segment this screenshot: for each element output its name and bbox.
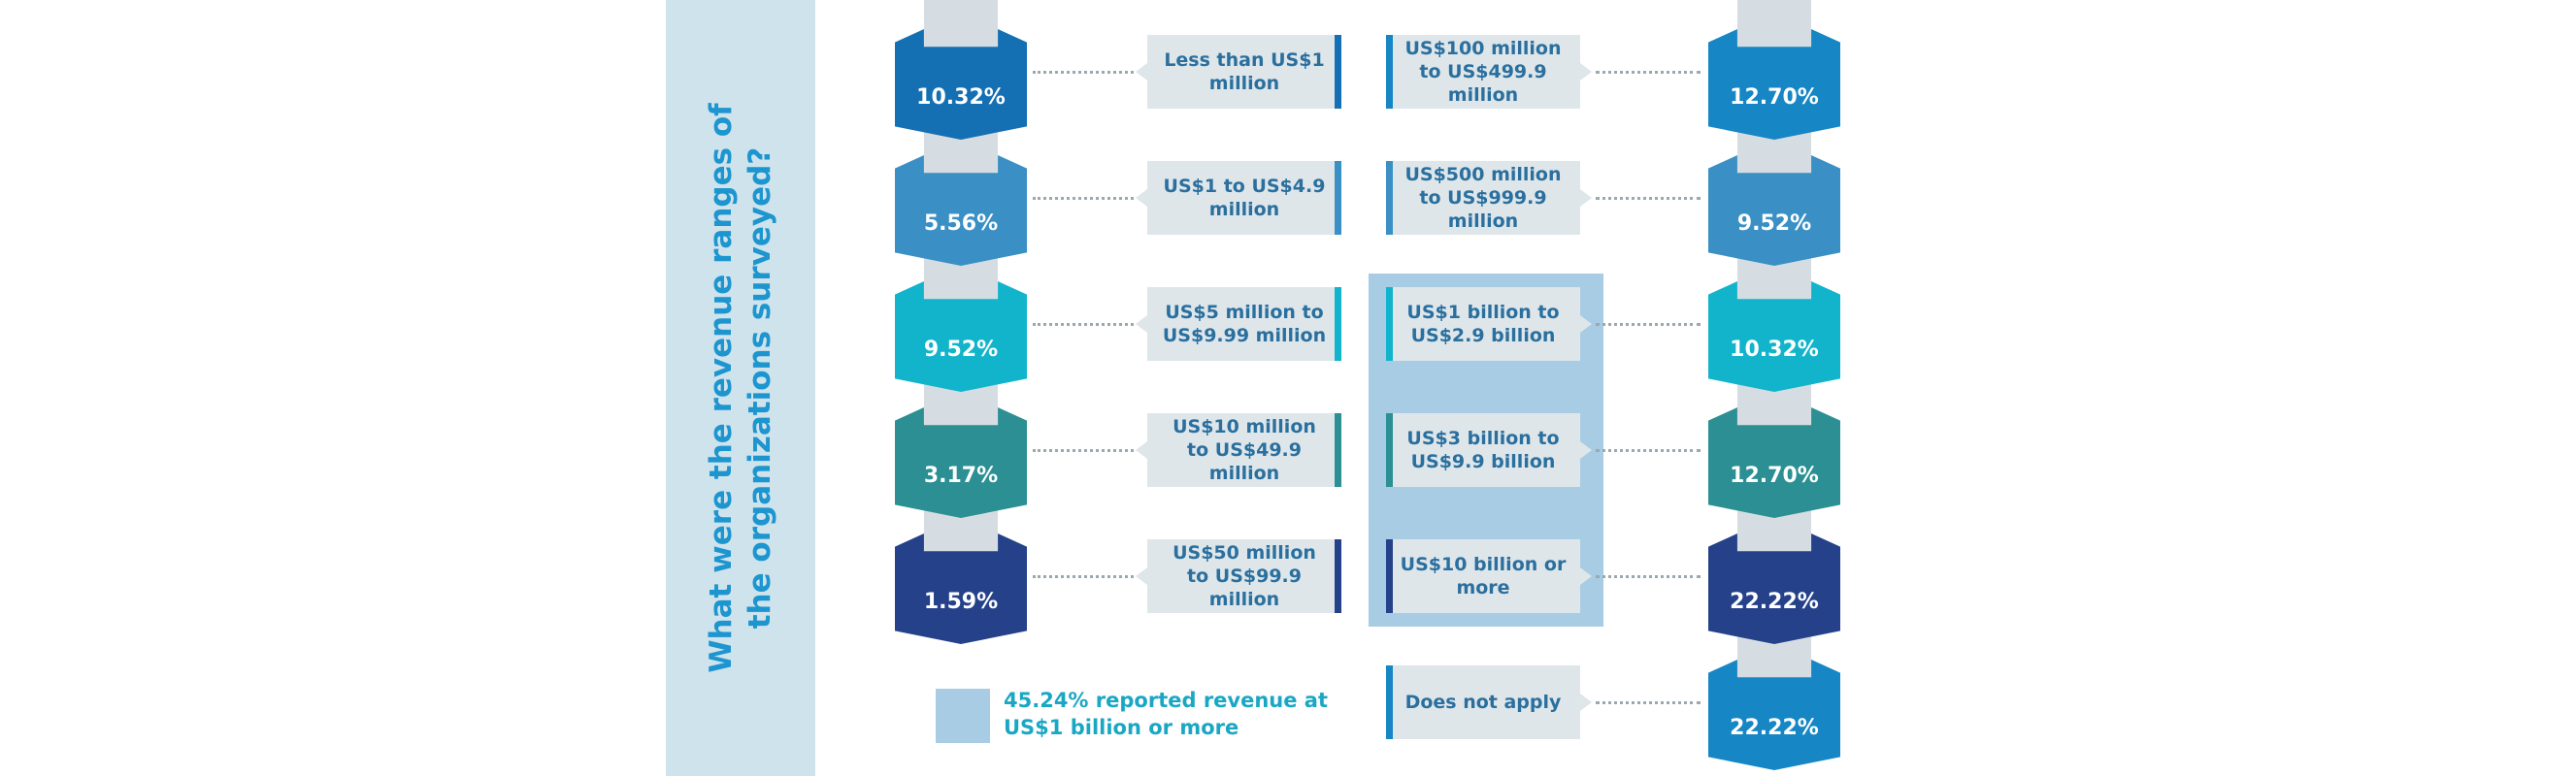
right-value-label: 22.22%: [1730, 590, 1819, 614]
left-category-text: US$1 to US$4.9 million: [1163, 176, 1326, 220]
left-category-accent-bar: [1335, 287, 1341, 361]
left-pointer-arrow: [1136, 567, 1147, 585]
title-sidebar: [666, 0, 815, 776]
right-category-text: US$3 billion to US$9.9 billion: [1406, 428, 1560, 472]
left-category-text: US$5 million to US$9.99 million: [1162, 302, 1327, 346]
right-dotted-leader: [1596, 71, 1701, 74]
right-dotted-leader: [1596, 323, 1701, 326]
left-value-label: 3.17%: [923, 464, 999, 488]
left-pointer-arrow: [1136, 189, 1147, 207]
right-value-block: [1708, 534, 1840, 644]
left-value-block: [895, 407, 1027, 518]
left-pointer-arrow: [1136, 63, 1147, 81]
legend-swatch: [936, 689, 990, 743]
left-value-label: 1.59%: [923, 590, 999, 614]
left-value-label: 9.52%: [923, 338, 999, 362]
right-pointer-arrow: [1580, 441, 1592, 459]
right-pointer-arrow: [1580, 694, 1592, 711]
right-value-block: [1708, 29, 1840, 140]
left-column: 10.32% 5.56% 9.52% 3.17% 1.59%: [895, 0, 1027, 776]
right-dotted-leader: [1596, 575, 1701, 578]
left-value-block: [895, 29, 1027, 140]
right-column: 12.70% 9.52% 10.32% 12.70% 22.22% 22.22%: [1708, 0, 1840, 776]
left-category-label: US$5 million to US$9.99 million: [1136, 287, 1341, 361]
right-category-text: Does not apply: [1404, 692, 1562, 713]
right-value-label: 12.70%: [1730, 85, 1819, 110]
left-category-label: US$1 to US$4.9 million: [1136, 161, 1341, 235]
right-value-block: [1708, 407, 1840, 518]
left-category-accent-bar: [1335, 35, 1341, 109]
legend-text: 45.24% reported revenue at US$1 billion …: [1004, 689, 1329, 739]
right-category-accent-bar: [1386, 161, 1393, 235]
right-value-label: 10.32%: [1730, 338, 1819, 362]
left-category-accent-bar: [1335, 539, 1341, 613]
right-category-label: US$500 million to US$999.9 million: [1386, 161, 1592, 235]
right-category-accent-bar: [1386, 413, 1393, 487]
left-category-accent-bar: [1335, 161, 1341, 235]
left-category-text: US$10 million to US$49.9 million: [1172, 416, 1316, 484]
left-dotted-leader: [1033, 575, 1134, 578]
right-dotted-leader: [1596, 197, 1701, 200]
left-category-text: US$50 million to US$99.9 million: [1172, 542, 1316, 610]
right-category-text: US$10 billion or more: [1400, 554, 1567, 598]
right-dotted-leader: [1596, 701, 1701, 704]
left-category-label: US$50 million to US$99.9 million: [1136, 539, 1341, 613]
left-category-label: US$10 million to US$49.9 million: [1136, 413, 1341, 487]
right-pointer-arrow: [1580, 189, 1592, 207]
left-value-block: [895, 155, 1027, 266]
left-value-block: [895, 534, 1027, 644]
left-category-accent-bar: [1335, 413, 1341, 487]
right-category-accent-bar: [1386, 287, 1393, 361]
left-dotted-leader: [1033, 323, 1134, 326]
right-category-label: US$1 billion to US$2.9 billion: [1386, 287, 1592, 361]
right-category-label: US$100 million to US$499.9 million: [1386, 35, 1592, 109]
right-value-label: 22.22%: [1730, 716, 1819, 740]
right-pointer-arrow: [1580, 63, 1592, 81]
left-dotted-leader: [1033, 71, 1134, 74]
right-category-label: US$3 billion to US$9.9 billion: [1386, 413, 1592, 487]
right-category-accent-bar: [1386, 539, 1393, 613]
chart-title: What were the revenue ranges of the orga…: [704, 103, 777, 673]
right-category-text: US$100 million to US$499.9 million: [1404, 38, 1562, 106]
left-dotted-leader: [1033, 197, 1134, 200]
left-dotted-leader: [1033, 449, 1134, 452]
left-pointer-arrow: [1136, 315, 1147, 333]
right-category-accent-bar: [1386, 665, 1393, 739]
left-category-label: Less than US$1 million: [1136, 35, 1341, 109]
left-pointer-arrow: [1136, 441, 1147, 459]
right-category-label: US$10 billion or more: [1386, 539, 1592, 613]
right-value-label: 9.52%: [1736, 211, 1812, 236]
left-category-text: Less than US$1 million: [1164, 49, 1325, 94]
right-value-label: 12.70%: [1730, 464, 1819, 488]
left-value-block: [895, 281, 1027, 392]
right-pointer-arrow: [1580, 567, 1592, 585]
right-category-text: US$1 billion to US$2.9 billion: [1406, 302, 1560, 346]
right-value-block: [1708, 660, 1840, 770]
left-value-label: 10.32%: [916, 85, 1006, 110]
right-category-label: Does not apply: [1386, 665, 1592, 739]
right-value-block: [1708, 281, 1840, 392]
right-dotted-leader: [1596, 449, 1701, 452]
right-category-text: US$500 million to US$999.9 million: [1404, 164, 1562, 232]
right-value-block: [1708, 155, 1840, 266]
right-pointer-arrow: [1580, 315, 1592, 333]
right-category-accent-bar: [1386, 35, 1393, 109]
left-value-label: 5.56%: [923, 211, 999, 236]
